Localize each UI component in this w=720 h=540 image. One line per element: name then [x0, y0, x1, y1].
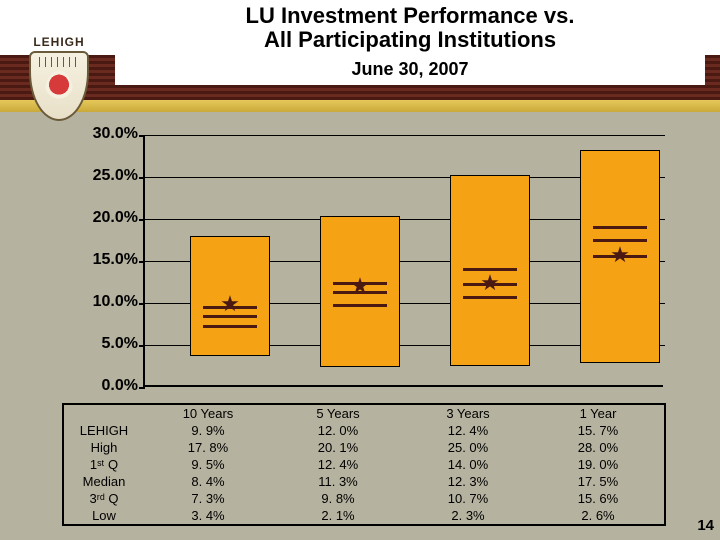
table-cell: 15. 6% [533, 490, 663, 507]
quartile-line [333, 304, 387, 307]
table-cell: 9. 9% [143, 422, 273, 439]
y-tick-mark [139, 303, 145, 305]
lehigh-star-marker: ★ [220, 293, 240, 315]
logo-text: LEHIGH [20, 35, 98, 49]
quartile-line [463, 296, 517, 299]
table-column-header: 3 Years [403, 405, 533, 422]
table-row: Median8. 4%11. 3%12. 3%17. 5% [65, 473, 663, 490]
header-gold-bar [0, 100, 720, 112]
table-cell: 3. 4% [143, 507, 273, 524]
y-tick-mark [139, 261, 145, 263]
y-tick-label: 15.0% [60, 251, 138, 269]
y-tick-label: 10.0% [60, 293, 138, 311]
page-subtitle: June 30, 2007 [115, 55, 705, 85]
table-cell: 12. 4% [403, 422, 533, 439]
y-tick-mark [139, 219, 145, 221]
table-row-label: Low [65, 507, 143, 524]
table-row: 3ʳᵈ Q7. 3%9. 8%10. 7%15. 6% [65, 490, 663, 507]
table-row-label: LEHIGH [65, 422, 143, 439]
table-cell: 12. 4% [273, 456, 403, 473]
gridline [145, 135, 665, 136]
table-cell: 28. 0% [533, 439, 663, 456]
y-tick-mark [139, 345, 145, 347]
table-row: 1ˢᵗ Q9. 5%12. 4%14. 0%19. 0% [65, 456, 663, 473]
table-cell: 15. 7% [533, 422, 663, 439]
table-cell: 25. 0% [403, 439, 533, 456]
header-banner: LU Investment Performance vs. All Partic… [0, 0, 720, 112]
quartile-line [203, 325, 257, 328]
chart-plot-area: ★ ★ ★ ★ [143, 135, 663, 387]
table-cell: 10. 7% [403, 490, 533, 507]
table-row: High17. 8%20. 1%25. 0%28. 0% [65, 439, 663, 456]
lehigh-star-marker: ★ [610, 244, 630, 266]
table-cell: 12. 0% [273, 422, 403, 439]
y-tick-mark [139, 387, 145, 389]
table-cell: 2. 1% [273, 507, 403, 524]
lehigh-star-marker: ★ [350, 275, 370, 297]
table-column-header: 10 Years [143, 405, 273, 422]
shield-icon [29, 51, 89, 121]
table-cell: 19. 0% [533, 456, 663, 473]
table-row-label: Median [65, 473, 143, 490]
y-tick-label: 25.0% [60, 167, 138, 185]
title-line-1: LU Investment Performance vs. [246, 3, 575, 28]
y-tick-label: 20.0% [60, 209, 138, 227]
table-cell: 12. 3% [403, 473, 533, 490]
logo: LEHIGH [20, 35, 98, 130]
performance-chart: ★★★★ 0.0%5.0%10.0%15.0%20.0%25.0%30.0% [60, 125, 680, 405]
table-row-label: 1ˢᵗ Q [65, 456, 143, 473]
y-tick-mark [139, 177, 145, 179]
table-cell: 14. 0% [403, 456, 533, 473]
quartile-line [203, 315, 257, 318]
table-header-row: 10 Years5 Years3 Years1 Year [65, 405, 663, 422]
title-line-2: All Participating Institutions [264, 27, 556, 52]
table-cell: 20. 1% [273, 439, 403, 456]
table-row: Low3. 4%2. 1%2. 3%2. 6% [65, 507, 663, 524]
y-tick-label: 5.0% [60, 335, 138, 353]
table-row-label: High [65, 439, 143, 456]
table-column-header: 1 Year [533, 405, 663, 422]
table-row-label: 3ʳᵈ Q [65, 490, 143, 507]
page-title: LU Investment Performance vs. All Partic… [115, 4, 705, 52]
table-cell: 2. 3% [403, 507, 533, 524]
y-tick-label: 0.0% [60, 377, 138, 395]
table-cell: 9. 5% [143, 456, 273, 473]
table-cell: 17. 5% [533, 473, 663, 490]
quartile-line [593, 226, 647, 229]
data-table: 10 Years5 Years3 Years1 YearLEHIGH9. 9%1… [65, 405, 663, 524]
table-cell: 7. 3% [143, 490, 273, 507]
table-cell: 8. 4% [143, 473, 273, 490]
page-number: 14 [697, 517, 714, 534]
table-cell: 2. 6% [533, 507, 663, 524]
table-corner-cell [65, 405, 143, 422]
table-cell: 17. 8% [143, 439, 273, 456]
table-cell: 9. 8% [273, 490, 403, 507]
table-column-header: 5 Years [273, 405, 403, 422]
lehigh-star-marker: ★ [480, 272, 500, 294]
table-cell: 11. 3% [273, 473, 403, 490]
table-row: LEHIGH9. 9%12. 0%12. 4%15. 7% [65, 422, 663, 439]
y-tick-mark [139, 135, 145, 137]
